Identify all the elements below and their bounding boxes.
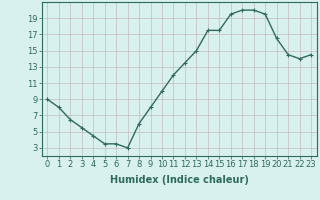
- X-axis label: Humidex (Indice chaleur): Humidex (Indice chaleur): [110, 175, 249, 185]
